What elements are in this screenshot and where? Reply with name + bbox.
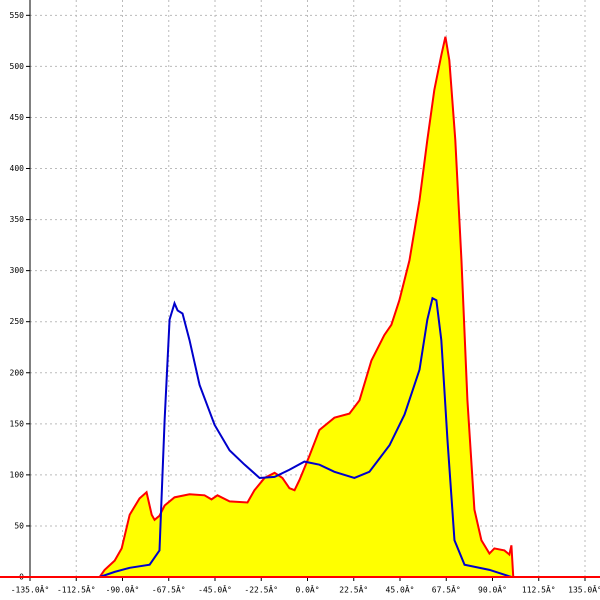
y-tick-label: 50 xyxy=(14,521,24,530)
x-tick-label: -67.5Â° xyxy=(152,584,186,595)
y-tick-label: 300 xyxy=(10,266,25,275)
x-tick-label: 45.0Â° xyxy=(386,584,415,595)
y-tick-label: 550 xyxy=(10,11,25,20)
x-tick-label: -135.0Â° xyxy=(11,584,50,595)
y-tick-label: 350 xyxy=(10,215,25,224)
y-tick-label: 400 xyxy=(10,164,25,173)
x-tick-label: -45.0Â° xyxy=(198,584,232,595)
area xyxy=(99,36,514,578)
x-tick-label: 112.5Â° xyxy=(522,584,556,595)
line xyxy=(98,36,515,578)
y-tick-label: 500 xyxy=(10,62,25,71)
x-tick-label: 135.0Â° xyxy=(568,584,600,595)
x-tick-label: -90.0Â° xyxy=(106,584,140,595)
y-tick-label: 450 xyxy=(10,113,25,122)
y-tick-label: 250 xyxy=(10,317,25,326)
x-tick-label: -22.5Â° xyxy=(244,584,278,595)
line xyxy=(99,296,512,578)
x-tick-label: 67.5Â° xyxy=(432,584,461,595)
y-tick-label: 150 xyxy=(10,419,25,428)
y-tick-label: 200 xyxy=(10,368,25,377)
x-tick-label: -112.5Â° xyxy=(57,584,96,595)
x-tick-label: 0.0Â° xyxy=(295,584,319,595)
y-tick-label: 100 xyxy=(10,470,25,479)
x-tick-label: 90.0Â° xyxy=(478,584,507,595)
x-tick-label: 22.5Â° xyxy=(339,584,368,595)
